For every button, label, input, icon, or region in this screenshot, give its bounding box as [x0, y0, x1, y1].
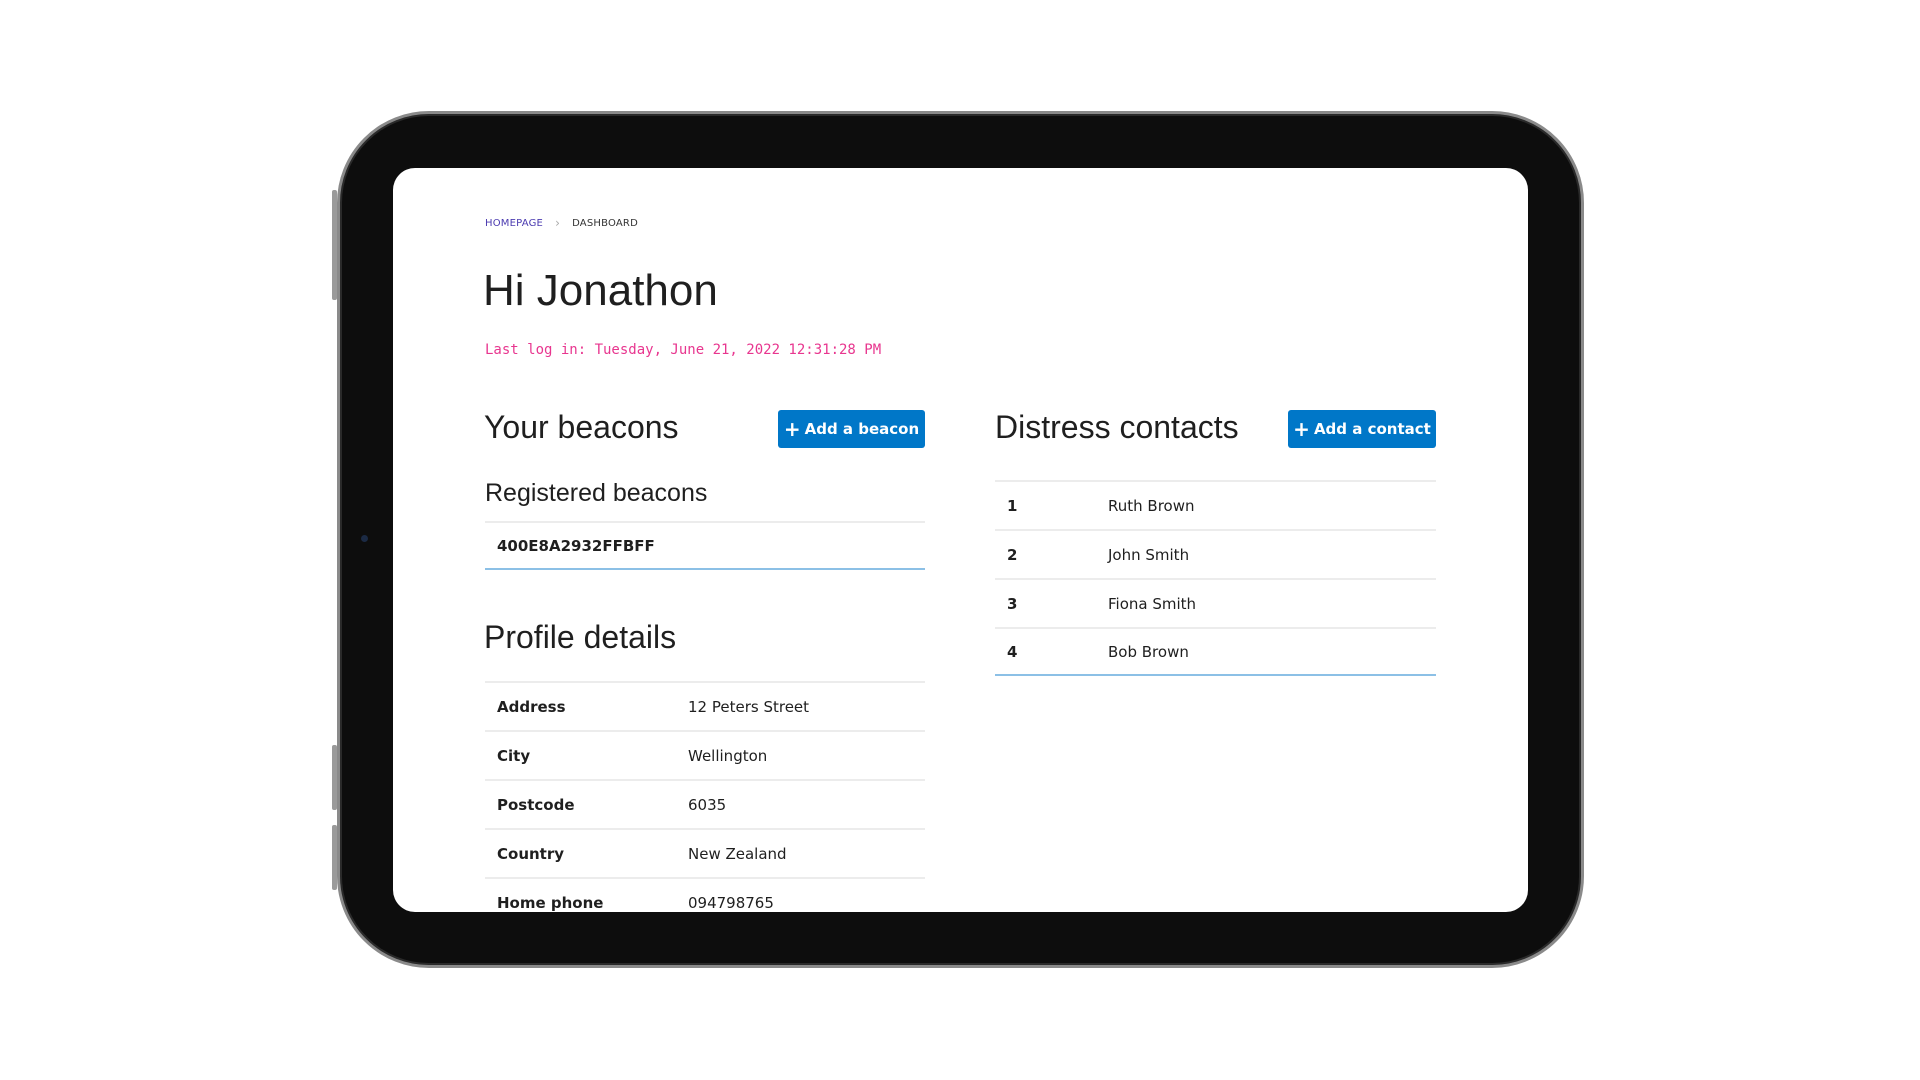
profile-row: Address 12 Peters Street	[485, 681, 925, 730]
breadcrumb-current: DASHBOARD	[572, 217, 638, 229]
breadcrumb-homepage[interactable]: HOMEPAGE	[485, 217, 544, 229]
last-login: Last log in: Tuesday, June 21, 2022 12:3…	[485, 342, 882, 358]
contact-name: Bob Brown	[1108, 642, 1189, 661]
profile-label: City	[497, 746, 531, 765]
plus-icon: +	[783, 417, 801, 441]
contact-number: 3	[1007, 594, 1018, 613]
add-contact-button[interactable]: + Add a contact	[1288, 410, 1436, 448]
profile-value: New Zealand	[688, 844, 787, 863]
contacts-title: Distress contacts	[995, 409, 1239, 445]
profile-value: 094798765	[688, 893, 774, 912]
page-title: Hi Jonathon	[483, 266, 718, 315]
add-beacon-button[interactable]: + Add a beacon	[778, 410, 925, 448]
contact-name: Fiona Smith	[1108, 594, 1197, 613]
device-side-button	[332, 825, 337, 890]
profile-value: 12 Peters Street	[688, 697, 810, 716]
contact-row[interactable]: 3 Fiona Smith	[995, 578, 1436, 627]
contact-number: 1	[1007, 496, 1018, 515]
chevron-right-icon: ›	[555, 216, 561, 230]
profile-row: Home phone 094798765	[485, 877, 925, 912]
contact-name: Ruth Brown	[1108, 496, 1195, 515]
profile-row: Postcode 6035	[485, 779, 925, 828]
contact-row[interactable]: 1 Ruth Brown	[995, 480, 1436, 529]
profile-title: Profile details	[484, 619, 677, 655]
profile-label: Postcode	[497, 795, 575, 814]
profile-row: City Wellington	[485, 730, 925, 779]
profile-row: Country New Zealand	[485, 828, 925, 877]
screen: HOMEPAGE › DASHBOARD Hi Jonathon Last lo…	[393, 168, 1528, 912]
breadcrumb: HOMEPAGE › DASHBOARD	[485, 216, 638, 230]
beacons-title: Your beacons	[484, 409, 679, 445]
profile-value: Wellington	[688, 746, 768, 765]
registered-beacons-title: Registered beacons	[485, 479, 708, 507]
profile-label: Address	[497, 697, 566, 716]
device-volume-button	[332, 190, 337, 300]
profile-label: Home phone	[497, 893, 604, 912]
profile-label: Country	[497, 844, 565, 863]
plus-icon: +	[1293, 417, 1310, 441]
device-side-button	[332, 745, 337, 810]
contact-row[interactable]: 4 Bob Brown	[995, 627, 1436, 676]
contact-number: 2	[1007, 545, 1018, 564]
contact-number: 4	[1007, 642, 1018, 661]
profile-value: 6035	[688, 795, 727, 814]
camera-icon	[361, 535, 368, 542]
contact-row[interactable]: 2 John Smith	[995, 529, 1436, 578]
beacon-row[interactable]: 400E8A2932FFBFF	[485, 521, 925, 570]
contact-name: John Smith	[1108, 545, 1190, 564]
